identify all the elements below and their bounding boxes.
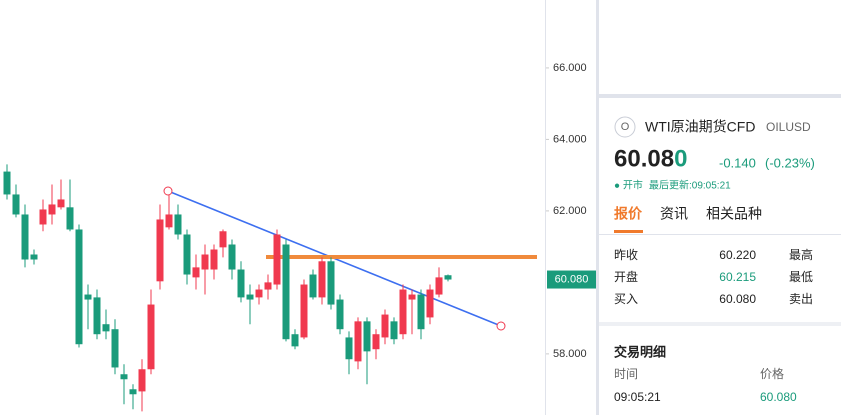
candle-body <box>345 337 353 360</box>
candle-body <box>300 284 308 338</box>
candle-body <box>219 231 227 248</box>
last-price-box <box>547 270 596 289</box>
price-change-pct: (-0.23%) <box>765 155 815 170</box>
price-last-digit: 0 <box>674 145 687 172</box>
candle-body <box>12 194 20 215</box>
candle-body <box>273 234 281 285</box>
quote-value: 60.215 <box>719 270 756 284</box>
candle-body <box>147 304 155 370</box>
candle-body <box>381 314 389 338</box>
candle-body <box>183 234 191 275</box>
tab[interactable]: 资讯 <box>660 206 688 222</box>
symbol-icon-text: O <box>621 121 630 133</box>
quote-label: 最低 <box>789 270 813 284</box>
y-tick-label: 66.000 <box>553 62 587 74</box>
candle-body <box>192 267 200 278</box>
candle-body <box>21 214 29 260</box>
trades-header: 时间 <box>614 367 638 381</box>
candle-body <box>48 204 56 215</box>
symbol-name: WTI原油期货CFD <box>645 119 755 135</box>
candle-body <box>120 374 128 380</box>
y-tick-label: 64.000 <box>553 133 587 145</box>
candle-body <box>363 321 371 352</box>
candle-body <box>138 369 146 392</box>
candle-body <box>318 261 326 298</box>
price-change: -0.140 <box>719 155 756 170</box>
symbol-code: OILUSD <box>766 120 811 134</box>
candle-body <box>435 277 443 295</box>
candle-body <box>93 297 101 335</box>
candle-body <box>372 334 380 350</box>
quote-value: 60.220 <box>719 248 756 262</box>
candle-body <box>327 261 335 305</box>
market-status: ● 开市 <box>614 179 643 192</box>
quote-label: 买入 <box>614 292 638 306</box>
candle-body <box>102 324 110 332</box>
trades-table: 09:05:21 60.080 <box>614 390 797 404</box>
trade-price: 60.080 <box>760 390 797 404</box>
candle-body <box>201 254 209 270</box>
candles <box>3 164 452 412</box>
candle-body <box>282 244 290 340</box>
quote-label: 开盘 <box>614 269 638 284</box>
candle-body <box>426 289 434 318</box>
quote-label: 昨收 <box>614 248 638 262</box>
candle-body <box>228 244 236 270</box>
candle-body <box>174 214 182 235</box>
candle-body <box>246 294 254 300</box>
last-price-label: 60.080 <box>555 273 589 285</box>
candle-body <box>66 207 74 230</box>
candle-body <box>408 294 416 300</box>
y-tick-label: 62.000 <box>553 205 587 217</box>
trend-handle[interactable] <box>496 321 506 331</box>
trend-handle[interactable] <box>163 186 173 196</box>
candle-body <box>336 299 344 330</box>
candle-body <box>309 274 317 298</box>
candle-body <box>390 321 398 340</box>
candle-body <box>75 229 83 345</box>
panel-divider <box>596 0 599 415</box>
quote-value: 60.080 <box>719 292 756 306</box>
candle-body <box>354 321 362 362</box>
candle-body <box>39 209 47 225</box>
candle-body <box>165 214 173 228</box>
trade-time: 09:05:21 <box>614 390 661 404</box>
quote-label: 最高 <box>789 247 813 262</box>
candle-body <box>255 289 263 298</box>
candle-body <box>444 275 452 280</box>
trades-header: 价格 <box>760 366 784 381</box>
tab[interactable]: 报价 <box>614 206 643 222</box>
candle-body <box>210 249 218 270</box>
symbol-icon <box>614 116 636 138</box>
candle-body <box>3 171 11 195</box>
trades-title: 交易明细 <box>614 344 666 359</box>
price-axis: 58.000 62.000 64.000 66.000 60.080 <box>546 62 596 360</box>
candle-body <box>111 329 119 368</box>
candle-body <box>291 334 299 347</box>
candle-body <box>57 199 65 208</box>
candle-body <box>129 389 137 395</box>
tab-underline <box>614 230 643 233</box>
section-divider <box>599 322 841 326</box>
candle-body <box>30 254 38 260</box>
last-update: 最后更新:09:05:21 <box>649 179 731 192</box>
candle-body <box>417 294 425 330</box>
price-main: 60.08 <box>614 145 674 172</box>
y-tick-label: 58.000 <box>553 348 587 360</box>
tab[interactable]: 相关品种 <box>706 206 762 222</box>
candle-body <box>237 269 245 298</box>
panel-header-divider <box>599 94 841 98</box>
candle-body <box>399 289 407 335</box>
candle-body <box>156 219 164 282</box>
quote-label: 卖出 <box>789 292 813 306</box>
candle-body <box>84 294 92 300</box>
candle-body <box>264 282 272 290</box>
